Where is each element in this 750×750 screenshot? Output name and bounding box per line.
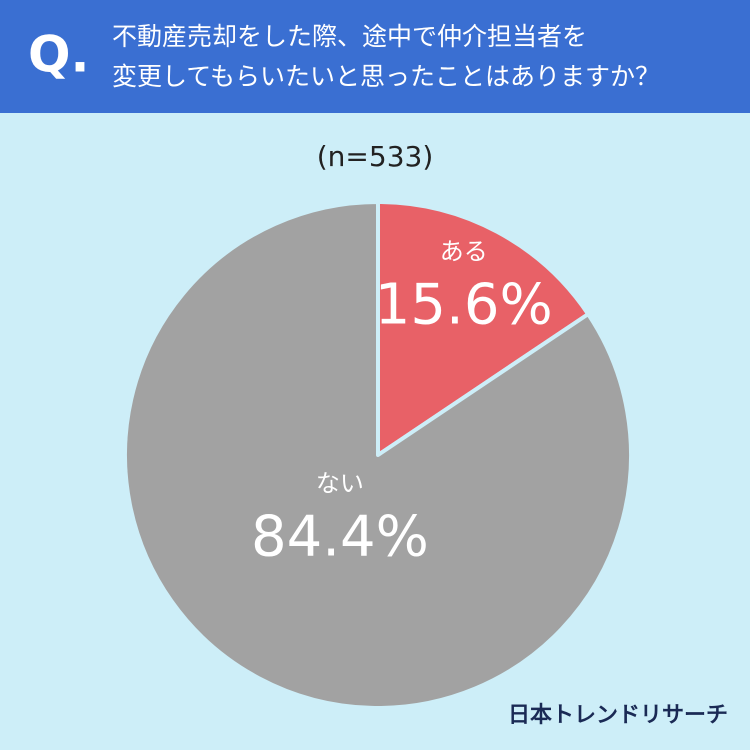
chart-title: 変更してもらいたいと思ったことはありますか？ <box>112 62 660 91</box>
subtitle: (n=533) <box>317 140 434 173</box>
pie-slice <box>376 200 591 457</box>
slice-category-label: ない <box>316 469 364 497</box>
pie-slice <box>123 200 633 710</box>
slice-category-label: ある <box>440 237 488 265</box>
slice-value-label: 15.6% <box>375 272 553 337</box>
chart-title: 不動産売却をした際、途中で仲介担当者を <box>112 22 587 51</box>
source-brand: 日本トレンドリサーチ <box>508 703 728 728</box>
slice-value-label: 84.4% <box>251 505 429 570</box>
header-band <box>0 0 750 113</box>
question-marker: Q. <box>28 26 90 84</box>
